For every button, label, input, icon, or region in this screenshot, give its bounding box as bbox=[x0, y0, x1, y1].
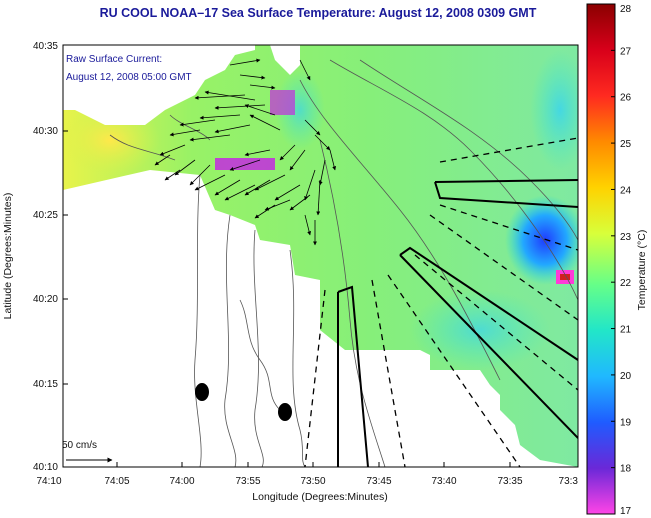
cool-water-patch bbox=[530, 50, 578, 170]
no-data-block bbox=[345, 350, 430, 370]
x-tick-label: 73:55 bbox=[235, 476, 260, 487]
current-annotation-line1: Raw Surface Current: bbox=[66, 54, 162, 65]
y-axis-label: Latitude (Degrees:Minutes) bbox=[2, 193, 14, 320]
x-axis-label: Longitude (Degrees:Minutes) bbox=[252, 491, 387, 503]
hot-pixel-core bbox=[560, 274, 570, 280]
plot-frame bbox=[62, 44, 579, 468]
cold-water-patch bbox=[505, 195, 578, 285]
land-northwest bbox=[63, 45, 255, 125]
x-tick-label: 73:3 bbox=[559, 476, 579, 487]
buoy-marker-west bbox=[195, 383, 209, 401]
colorbar-tick-label: 28 bbox=[620, 4, 632, 15]
x-tick-label: 74:00 bbox=[169, 476, 194, 487]
current-annotation-line2: August 12, 2008 05:00 GMT bbox=[66, 72, 192, 83]
y-axis: 40:35 40:30 40:25 40:20 40:15 40:10 Lati… bbox=[2, 41, 68, 473]
land-new-jersey bbox=[63, 170, 578, 467]
colorbar-ticks: 28 27 26 25 24 23 22 21 20 19 18 17 bbox=[611, 3, 632, 517]
x-tick-label: 73:45 bbox=[366, 476, 391, 487]
x-tick-label: 74:05 bbox=[104, 476, 129, 487]
transect-lines bbox=[304, 137, 578, 467]
x-tick-label: 73:35 bbox=[497, 476, 522, 487]
y-tick-label: 40:10 bbox=[33, 462, 58, 473]
cool-water-patch-south bbox=[410, 290, 550, 370]
colorbar-tick-label: 24 bbox=[620, 185, 632, 196]
surface-current-vectors bbox=[154, 58, 337, 246]
x-tick-label: 73:40 bbox=[431, 476, 456, 487]
y-tick-label: 40:20 bbox=[33, 294, 58, 305]
y-tick-label: 40:35 bbox=[33, 41, 58, 52]
purple-patch bbox=[270, 90, 295, 115]
y-tick-label: 40:30 bbox=[33, 126, 58, 137]
map-plot-area: Raw Surface Current: August 12, 2008 05:… bbox=[62, 45, 578, 467]
temperature-colorbar: 28 27 26 25 24 23 22 21 20 19 18 17 Temperature (°C… bbox=[586, 3, 648, 517]
y-tick-label: 40:15 bbox=[33, 379, 58, 390]
bathymetry-contours bbox=[109, 59, 578, 467]
y-tick-label: 40:25 bbox=[33, 210, 58, 221]
colorbar-tick-label: 18 bbox=[620, 464, 632, 475]
colorbar-tick-label: 23 bbox=[620, 232, 632, 243]
colorbar-tick-label: 19 bbox=[620, 417, 632, 428]
buoy-marker-east bbox=[278, 403, 292, 421]
purple-strip bbox=[215, 158, 275, 170]
colorbar-gradient bbox=[586, 3, 616, 515]
x-axis: 74:10 74:05 74:00 73:55 73:50 73:45 73:4… bbox=[36, 462, 578, 503]
colorbar-tick-label: 17 bbox=[620, 506, 632, 517]
x-tick-label: 73:50 bbox=[300, 476, 325, 487]
colorbar-tick-label: 20 bbox=[620, 371, 632, 382]
map-title: RU COOL NOAA–17 Sea Surface Temperature:… bbox=[100, 6, 537, 20]
x-tick-label: 74:10 bbox=[36, 476, 61, 487]
colorbar-tick-label: 26 bbox=[620, 93, 632, 104]
colorbar-label: Temperature (°C) bbox=[636, 230, 648, 311]
colorbar-tick-label: 21 bbox=[620, 325, 632, 336]
colorbar-tick-label: 25 bbox=[620, 139, 632, 150]
colorbar-tick-label: 22 bbox=[620, 278, 632, 289]
land-sandy-hook bbox=[270, 45, 300, 75]
colorbar-tick-label: 27 bbox=[620, 46, 632, 57]
scale-label: 50 cm/s bbox=[62, 440, 97, 451]
